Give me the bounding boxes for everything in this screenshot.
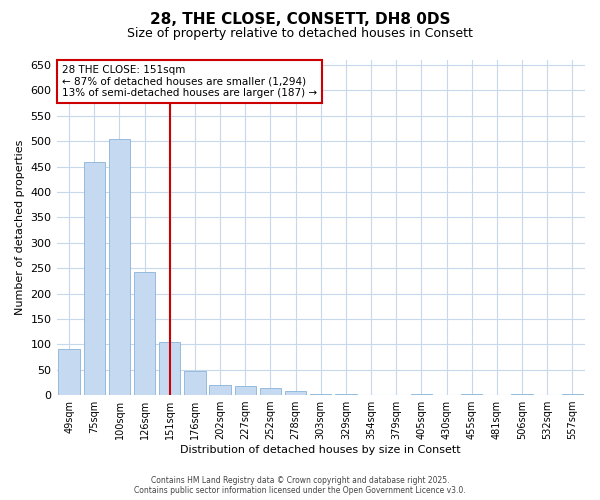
Text: Size of property relative to detached houses in Consett: Size of property relative to detached ho…	[127, 28, 473, 40]
Bar	[83, 162, 105, 395]
Bar	[184, 370, 206, 395]
Bar	[461, 394, 482, 395]
Bar	[511, 394, 533, 395]
Bar	[562, 394, 583, 395]
Text: Contains HM Land Registry data © Crown copyright and database right 2025.
Contai: Contains HM Land Registry data © Crown c…	[134, 476, 466, 495]
Bar	[411, 394, 432, 395]
Bar	[159, 342, 181, 395]
Bar	[134, 272, 155, 395]
Bar	[58, 350, 80, 395]
Bar	[260, 388, 281, 395]
Y-axis label: Number of detached properties: Number of detached properties	[15, 140, 25, 315]
Bar	[310, 394, 331, 395]
Bar	[285, 391, 307, 395]
Bar	[335, 394, 356, 395]
X-axis label: Distribution of detached houses by size in Consett: Distribution of detached houses by size …	[181, 445, 461, 455]
Bar	[235, 386, 256, 395]
Text: 28 THE CLOSE: 151sqm
← 87% of detached houses are smaller (1,294)
13% of semi-de: 28 THE CLOSE: 151sqm ← 87% of detached h…	[62, 65, 317, 98]
Bar	[209, 385, 231, 395]
Text: 28, THE CLOSE, CONSETT, DH8 0DS: 28, THE CLOSE, CONSETT, DH8 0DS	[150, 12, 450, 28]
Bar	[109, 138, 130, 395]
